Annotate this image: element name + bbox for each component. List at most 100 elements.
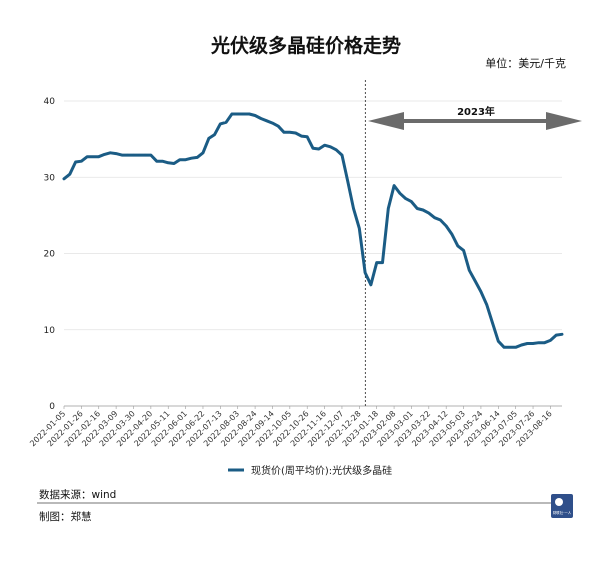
data-point (219, 122, 222, 126)
data-point (103, 153, 106, 156)
data-point (311, 147, 315, 150)
logo-globe-icon (555, 498, 563, 506)
chart-author: 制图：郑慧 (39, 510, 92, 523)
data-point (196, 156, 199, 159)
data-point (450, 233, 454, 236)
data-point (259, 117, 263, 120)
data-point (109, 151, 112, 154)
data-point (392, 184, 396, 187)
data-point (346, 179, 349, 183)
data-point (369, 283, 373, 286)
data-point (439, 218, 442, 222)
data-point (352, 207, 355, 210)
data-point (375, 261, 378, 264)
data-point (491, 321, 494, 325)
chart-title: 光伏级多晶硅价格走势 (210, 34, 401, 57)
data-point (381, 261, 384, 264)
range-arrow-right-head (546, 112, 582, 130)
data-point (497, 340, 500, 343)
range-arrow-2023: 2023年 (368, 105, 582, 130)
data-point (167, 161, 170, 164)
y-tick-label: 0 (49, 402, 55, 412)
data-point (114, 152, 118, 155)
data-point (282, 131, 286, 134)
data-point (143, 153, 147, 157)
data-point (427, 211, 430, 215)
data-point (74, 160, 77, 164)
data-point (526, 342, 529, 345)
data-point (473, 279, 477, 283)
y-tick-label: 20 (44, 250, 56, 260)
data-point (201, 151, 205, 154)
series-points (62, 112, 564, 349)
data-point (445, 224, 448, 228)
data-point (277, 125, 280, 128)
legend: 现货价(周平均价):光伏级多晶硅 (228, 464, 392, 477)
data-point (132, 153, 135, 157)
data-point (560, 333, 564, 336)
data-point (508, 346, 512, 349)
unit-label: 单位：美元/千克 (485, 56, 566, 70)
gridlines (64, 100, 562, 331)
x-axis-ticks: 2022-01-052022-01-262022-02-162022-03-09… (28, 406, 554, 448)
data-point (485, 303, 488, 306)
data-point (317, 147, 320, 151)
data-point (242, 112, 245, 116)
data-point (149, 153, 153, 157)
data-point (340, 153, 344, 157)
data-point (68, 173, 72, 176)
data-point (97, 155, 100, 158)
data-point (462, 249, 465, 252)
data-point (300, 134, 303, 138)
data-point (271, 121, 274, 125)
data-point (323, 144, 326, 147)
data-point (86, 155, 89, 158)
data-point (479, 290, 483, 293)
range-label: 2023年 (457, 105, 495, 118)
data-point (398, 192, 402, 195)
data-point (91, 155, 95, 158)
data-point (294, 131, 297, 135)
data-point (549, 339, 552, 342)
legend-label: 现货价(周平均价):光伏级多晶硅 (251, 464, 392, 477)
data-point (358, 227, 361, 230)
data-point (265, 119, 268, 123)
data-point (555, 333, 558, 337)
data-point (363, 271, 367, 274)
data-point (236, 112, 239, 116)
range-arrow-left-head (368, 112, 404, 130)
y-tick-label: 40 (44, 97, 56, 107)
data-point (468, 269, 471, 272)
y-tick-label: 10 (44, 326, 56, 336)
data-point (120, 153, 124, 157)
y-tick-label: 30 (44, 173, 56, 183)
data-point (126, 153, 129, 157)
data-point (335, 148, 338, 151)
data-point (138, 153, 141, 157)
data-point (190, 157, 193, 160)
data-point (543, 341, 546, 344)
data-point (230, 112, 234, 116)
data-point (456, 244, 459, 248)
data-point (172, 162, 176, 165)
data-point (387, 207, 390, 210)
data-point (329, 145, 332, 148)
data-source: 数据来源：wind (39, 488, 116, 501)
data-point (248, 112, 251, 116)
data-point (421, 208, 425, 212)
data-point (184, 158, 187, 161)
data-point (404, 197, 407, 200)
data-point (288, 131, 291, 134)
data-point (224, 121, 228, 124)
data-point (207, 137, 210, 140)
data-point (213, 133, 216, 136)
data-point (537, 341, 540, 344)
data-point (161, 160, 164, 163)
y-axis-ticks: 0 10 20 30 40 (44, 97, 56, 412)
data-point (520, 343, 523, 347)
data-point (62, 177, 66, 180)
data-point (433, 216, 436, 219)
data-point (306, 135, 309, 138)
data-point (502, 346, 506, 349)
